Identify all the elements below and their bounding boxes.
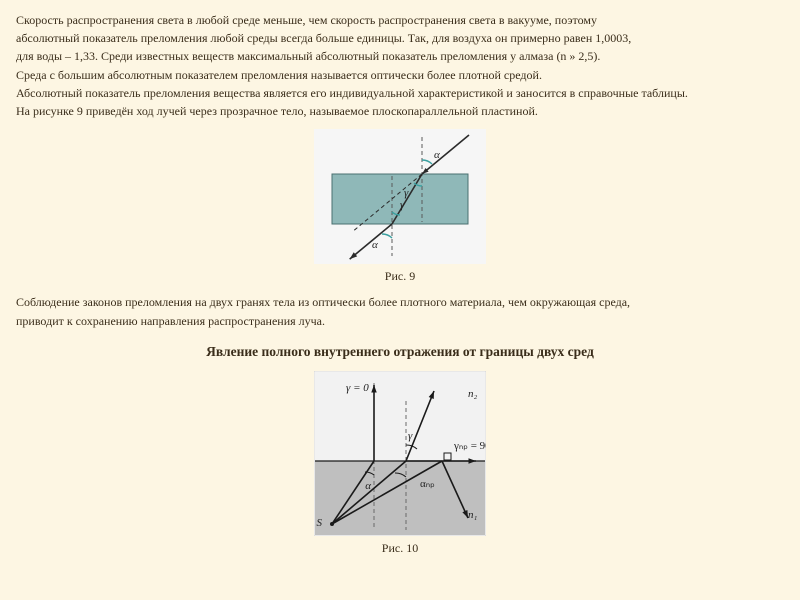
svg-text:α: α xyxy=(365,480,371,492)
svg-text:S: S xyxy=(317,517,323,529)
svg-text:α: α xyxy=(372,239,378,251)
figure-10-caption: Рис. 10 xyxy=(16,540,784,556)
paragraph-line: для воды – 1,33. Среди известных веществ… xyxy=(16,48,784,64)
paragraph-line: Скорость распространения света в любой с… xyxy=(16,12,784,28)
figure-9: α γγ α xyxy=(16,129,784,264)
svg-text:γ: γ xyxy=(404,187,409,199)
svg-text:n₂: n₂ xyxy=(468,388,478,400)
figure-9-caption: Рис. 9 xyxy=(16,268,784,284)
paragraph-line: Соблюдение законов преломления на двух г… xyxy=(16,294,784,310)
paragraph-line: На рисунке 9 приведён ход лучей через пр… xyxy=(16,103,784,119)
svg-text:γₙₚ = 90°: γₙₚ = 90° xyxy=(453,440,486,452)
paragraph-line: приводит к сохранению направления распро… xyxy=(16,313,784,329)
paragraph-line: Абсолютный показатель преломления вещест… xyxy=(16,85,784,101)
svg-text:αₙₚ: αₙₚ xyxy=(420,478,435,490)
figure-10-svg: Sγ = 0 γ γₙₚ = 90° α αₙₚ n₂ n₁ xyxy=(314,371,486,536)
section-title: Явление полного внутреннего отражения от… xyxy=(16,343,784,361)
svg-text:γ: γ xyxy=(408,430,413,442)
svg-text:γ = 0: γ = 0 xyxy=(346,382,369,394)
svg-text:γ: γ xyxy=(400,199,405,211)
figure-9-svg: α γγ α xyxy=(314,129,486,264)
figure-10: Sγ = 0 γ γₙₚ = 90° α αₙₚ n₂ n₁ xyxy=(16,371,784,536)
paragraph-line: Среда с большим абсолютным показателем п… xyxy=(16,67,784,83)
paragraph-line: абсолютный показатель преломления любой … xyxy=(16,30,784,46)
svg-text:α: α xyxy=(434,149,440,161)
svg-text:n₁: n₁ xyxy=(468,509,478,521)
